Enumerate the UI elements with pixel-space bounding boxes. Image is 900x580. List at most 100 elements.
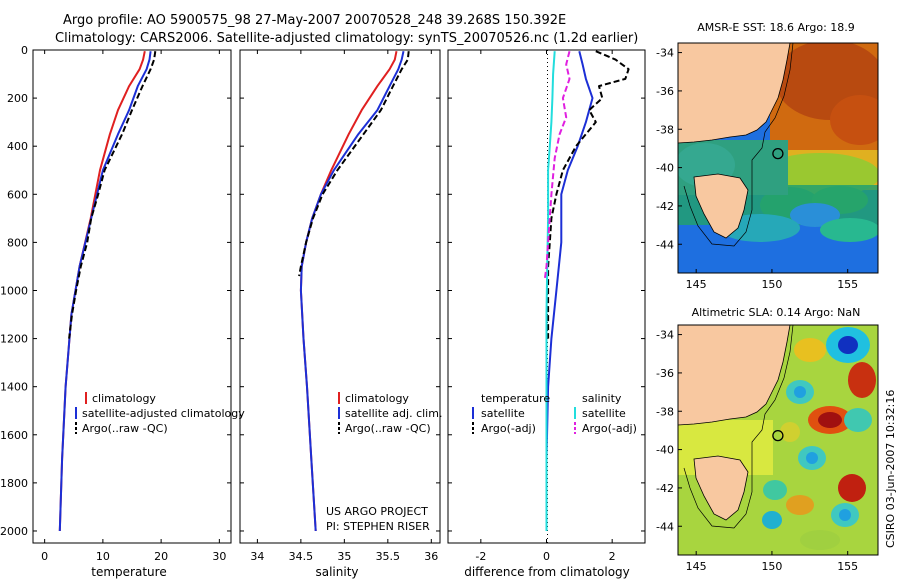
x-tick-label: 36: [424, 550, 438, 563]
legend-title-temperature: temperature: [481, 392, 550, 405]
x-tick-label: 30: [212, 550, 226, 563]
salinity-x-label: salinity: [315, 565, 358, 579]
x-tick-label: 10: [96, 550, 110, 563]
series-line-temperature-argo-adj-: [547, 50, 630, 339]
map-y-tick-label: -40: [656, 444, 674, 457]
sla-map-frame: [677, 324, 879, 556]
depth-tick-label: 0: [21, 44, 28, 57]
sla-map: [678, 325, 878, 555]
series-line-salinity-satellite: [545, 51, 556, 531]
legend-climatology: climatology: [92, 392, 156, 405]
legend-temp-satellite: satellite: [481, 407, 525, 420]
project-line-1: US ARGO PROJECT: [326, 505, 428, 518]
map-y-tick-label: -42: [656, 482, 674, 495]
mainland-australia: [678, 325, 791, 426]
map-y-tick-label: -34: [656, 47, 674, 60]
legend-sal-satellite: satellite: [582, 407, 626, 420]
sst-map-title: AMSR-E SST: 18.6 Argo: 18.9: [697, 21, 855, 34]
salinity-x-axis: 34 34.5 35 35.5 36: [250, 50, 438, 563]
series-line-climatology: [58, 51, 146, 532]
legend-sal-argo: Argo(-adj): [582, 422, 637, 435]
shelf-contour: [683, 43, 794, 247]
series-line-argo-raw-qc-: [68, 51, 157, 339]
x-tick-label: -2: [475, 550, 486, 563]
x-tick-label: 20: [154, 550, 168, 563]
project-line-2: PI: STEPHEN RISER: [326, 520, 430, 533]
tasmania: [693, 173, 749, 239]
sst-map-axes: 145 150 155 -34 -36 -38 -40 -42 -44: [656, 47, 858, 291]
sst-map-frame: [677, 42, 879, 274]
difference-legend-temperature: temperature satellite Argo(-adj): [472, 392, 550, 435]
legend-argo: Argo(..raw -QC): [82, 422, 168, 435]
legend-satellite: satellite-adjusted climatology: [82, 407, 245, 420]
map-y-tick-label: -36: [656, 85, 674, 98]
temperature-x-label: temperature: [91, 565, 166, 579]
x-tick-label: 34: [250, 550, 264, 563]
x-tick-label: 0: [543, 550, 550, 563]
temperature-series: [58, 51, 157, 532]
credit-text: CSIRO 03-Jun-2007 10:32:16: [884, 390, 897, 548]
mainland-australia: [678, 43, 791, 144]
temperature-x-axis: 0 10 20 30: [41, 50, 226, 563]
x-tick-label: 35: [337, 550, 351, 563]
sla-map-axes: 145 150 155 -34 -36 -38 -40 -42 -44: [656, 329, 858, 573]
series-line-satellite-adjusted-climatology: [58, 51, 152, 532]
map-x-tick-label: 150: [761, 560, 782, 573]
legend-title-salinity: salinity: [582, 392, 622, 405]
salinity-panel-frame: [239, 49, 441, 544]
salinity-series: [298, 50, 410, 532]
map-y-tick-label: -42: [656, 200, 674, 213]
float-position-marker: [772, 429, 784, 442]
legend-satellite: satellite adj. clim.: [345, 407, 442, 420]
x-tick-label: 35.5: [376, 550, 401, 563]
temperature-panel-frame: [32, 49, 232, 544]
header-line-1: Argo profile: AO 5900575_98 27-May-2007 …: [63, 13, 566, 28]
map-y-tick-label: -38: [656, 405, 674, 418]
map-y-tick-label: -44: [656, 238, 674, 251]
map-y-tick-label: -38: [656, 123, 674, 136]
header-line-2: Climatology: CARS2006. Satellite-adjuste…: [55, 31, 638, 46]
map-y-tick-label: -34: [656, 329, 674, 342]
difference-series: [543, 50, 630, 531]
x-tick-label: 0: [41, 550, 48, 563]
series-line-satellite-adj-clim-: [299, 50, 405, 532]
legend-climatology: climatology: [345, 392, 409, 405]
series-line-temperature-satellite: [545, 50, 594, 531]
tasmania: [693, 455, 749, 521]
depth-tick-label: 1800: [0, 477, 28, 490]
salinity-legend: climatology satellite adj. clim. Argo(..…: [338, 392, 442, 435]
legend-temp-argo: Argo(-adj): [481, 422, 536, 435]
depth-tick-label: 2000: [0, 525, 28, 538]
map-x-tick-label: 155: [837, 560, 858, 573]
float-position-marker: [772, 147, 784, 160]
depth-tick-label: 800: [7, 236, 28, 249]
sst-map: [678, 43, 878, 273]
depth-tick-label: 1400: [0, 381, 28, 394]
depth-tick-label: 600: [7, 188, 28, 201]
depth-tick-label: 1000: [0, 284, 28, 297]
map-x-tick-label: 150: [761, 278, 782, 291]
x-tick-label: 34.5: [289, 550, 314, 563]
difference-x-label: difference from climatology: [464, 565, 630, 579]
map-y-tick-label: -36: [656, 367, 674, 380]
series-line-salinity-argo-adj-: [543, 50, 571, 279]
depth-tick-label: 200: [7, 92, 28, 105]
map-x-tick-label: 145: [686, 278, 707, 291]
map-x-tick-label: 145: [686, 560, 707, 573]
series-line-climatology: [299, 51, 398, 532]
map-x-tick-label: 155: [837, 278, 858, 291]
map-y-tick-label: -40: [656, 162, 674, 175]
depth-tick-label: 1200: [0, 333, 28, 346]
temperature-legend: climatology satellite-adjusted climatolo…: [75, 392, 245, 435]
difference-legend-salinity: salinity satellite Argo(-adj): [574, 392, 637, 435]
sla-map-title: Altimetric SLA: 0.14 Argo: NaN: [692, 306, 861, 319]
difference-x-axis: -2 0 2: [475, 50, 616, 563]
depth-tick-label: 1600: [0, 429, 28, 442]
legend-argo: Argo(..raw -QC): [345, 422, 431, 435]
depth-tick-label: 400: [7, 140, 28, 153]
x-tick-label: 2: [609, 550, 616, 563]
depth-axis: 0 200 400 600 800 1000 1200 1400 1600 1800 2000: [0, 44, 645, 538]
series-line-argo-raw-qc-: [298, 51, 410, 277]
map-y-tick-label: -44: [656, 520, 674, 533]
